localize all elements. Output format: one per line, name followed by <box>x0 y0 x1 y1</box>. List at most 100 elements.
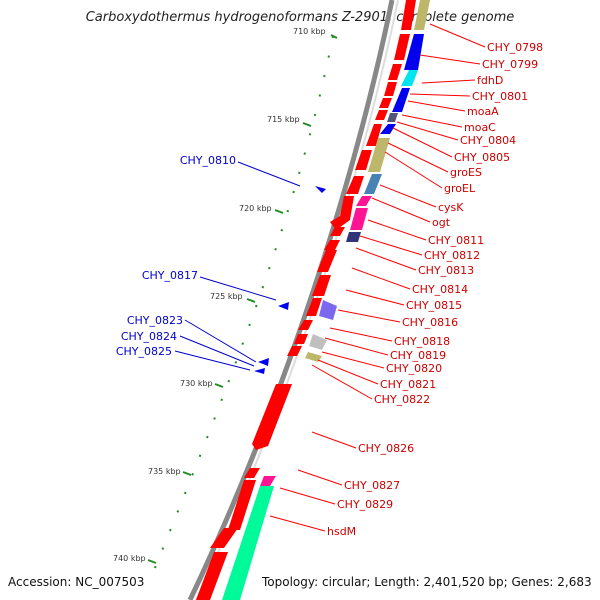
gene-label[interactable]: moaC <box>464 121 496 134</box>
gene-feature[interactable] <box>364 174 382 194</box>
gene-label[interactable]: CHY_0827 <box>344 479 400 492</box>
gene-feature[interactable] <box>228 480 256 530</box>
left-label-leaders <box>174 161 301 371</box>
gene-feature[interactable] <box>210 528 238 548</box>
gene-feature[interactable] <box>388 64 402 80</box>
gene-label[interactable]: hsdM <box>327 525 356 538</box>
gene-feature[interactable] <box>366 124 382 146</box>
gene-feature[interactable] <box>294 334 308 344</box>
gene-label[interactable]: cysK <box>438 201 464 214</box>
tick-label: 730 kbp <box>180 379 213 388</box>
gene-feature[interactable] <box>346 232 361 242</box>
tick-mark <box>330 34 338 39</box>
gene-feature[interactable] <box>375 110 388 120</box>
gene-label[interactable]: CHY_0799 <box>482 58 538 71</box>
gene-feature[interactable] <box>401 70 418 86</box>
gene-feature[interactable] <box>401 0 416 30</box>
gene-feature[interactable] <box>324 240 340 250</box>
gene-feature[interactable] <box>404 34 424 70</box>
gene-feature[interactable] <box>346 176 364 194</box>
gene-feature[interactable] <box>309 334 327 350</box>
gene-feature[interactable] <box>196 552 228 600</box>
gene-label[interactable]: CHY_0825 <box>116 345 172 358</box>
gene-label[interactable]: fdhD <box>477 74 503 87</box>
tick-mark <box>274 209 284 214</box>
gene-label[interactable]: CHY_0817 <box>142 269 198 282</box>
gene-feature[interactable] <box>319 300 337 320</box>
gene-label[interactable]: CHY_0810 <box>180 154 236 167</box>
gene-feature[interactable] <box>222 486 274 600</box>
tick-label: 725 kbp <box>210 292 243 301</box>
gene-feature[interactable] <box>392 88 410 112</box>
gene-feature[interactable] <box>244 468 260 478</box>
gene-label[interactable]: CHY_0815 <box>406 299 462 312</box>
gene-label[interactable]: CHY_0813 <box>418 264 474 277</box>
gene-label[interactable]: CHY_0826 <box>358 442 414 455</box>
gene-label[interactable]: CHY_0821 <box>380 378 436 391</box>
tick-track <box>149 35 334 581</box>
gene-feature[interactable] <box>254 368 265 374</box>
gene-label[interactable]: CHY_0819 <box>390 349 446 362</box>
gene-feature[interactable] <box>368 138 390 172</box>
tick-label: 735 kbp <box>148 467 181 476</box>
gene-label[interactable]: ogt <box>432 216 451 229</box>
tick-label: 710 kbp <box>293 27 326 36</box>
gene-feature[interactable] <box>317 250 337 272</box>
gene-label[interactable]: CHY_0798 <box>487 41 543 54</box>
gene-label[interactable]: CHY_0822 <box>374 393 430 406</box>
gene-feature[interactable] <box>306 298 322 316</box>
tick-label: 720 kbp <box>239 204 272 213</box>
gene-label[interactable]: CHY_0805 <box>454 151 510 164</box>
gene-label[interactable]: CHY_0812 <box>424 249 480 262</box>
tick-mark <box>182 471 192 476</box>
gene-label[interactable]: groES <box>450 166 482 179</box>
gene-label[interactable]: CHY_0801 <box>472 90 528 103</box>
gene-feature[interactable] <box>278 302 289 310</box>
gene-feature[interactable] <box>287 346 302 356</box>
forward-strand-features <box>196 0 430 600</box>
gene-label[interactable]: groEL <box>444 182 476 195</box>
genome-summary-text: Topology: circular; Length: 2,401,520 bp… <box>262 575 592 589</box>
gene-label[interactable]: moaA <box>467 105 499 118</box>
gene-label[interactable]: CHY_0818 <box>394 335 450 348</box>
tick-label: 715 kbp <box>267 115 300 124</box>
gene-label[interactable]: CHY_0814 <box>412 283 468 296</box>
gene-feature[interactable] <box>384 82 397 96</box>
gene-feature[interactable] <box>312 275 331 296</box>
right-gene-labels: CHY_0798 CHY_0799 fdhD CHY_0801 moaA moa… <box>327 41 543 538</box>
gene-feature[interactable] <box>380 124 396 134</box>
gene-feature[interactable] <box>315 186 326 193</box>
tick-mark <box>246 298 256 303</box>
gene-label[interactable]: CHY_0829 <box>337 498 393 511</box>
gene-feature[interactable] <box>350 208 368 230</box>
tick-mark <box>302 122 312 127</box>
gene-feature[interactable] <box>355 150 372 170</box>
genome-backbone <box>187 0 395 600</box>
tick-label: 740 kbp <box>113 554 146 563</box>
gene-feature[interactable] <box>414 0 430 30</box>
left-gene-labels: CHY_0810 CHY_0817 CHY_0823 CHY_0824 CHY_… <box>116 154 236 358</box>
gene-feature[interactable] <box>298 320 313 330</box>
gene-label[interactable]: CHY_0811 <box>428 234 484 247</box>
gene-feature[interactable] <box>379 98 392 108</box>
tick-mark <box>214 383 224 388</box>
tick-mark <box>147 559 157 564</box>
right-label-leaders <box>269 23 486 532</box>
gene-feature[interactable] <box>305 352 322 362</box>
gene-feature[interactable] <box>330 227 345 236</box>
accession-text: Accession: NC_007503 <box>8 575 145 589</box>
gene-label[interactable]: CHY_0824 <box>121 330 177 343</box>
gene-feature[interactable] <box>258 358 269 366</box>
gene-feature[interactable] <box>356 196 372 206</box>
gene-label[interactable]: CHY_0820 <box>386 362 442 375</box>
gene-label[interactable]: CHY_0804 <box>460 134 516 147</box>
gene-feature[interactable] <box>387 113 398 122</box>
gene-feature[interactable] <box>252 384 292 450</box>
gene-feature[interactable] <box>330 196 354 230</box>
gene-feature[interactable] <box>260 476 276 486</box>
gene-label[interactable]: CHY_0816 <box>402 316 458 329</box>
gene-label[interactable]: CHY_0823 <box>127 314 183 327</box>
gene-feature[interactable] <box>394 34 410 60</box>
reverse-strand-features <box>254 186 326 374</box>
